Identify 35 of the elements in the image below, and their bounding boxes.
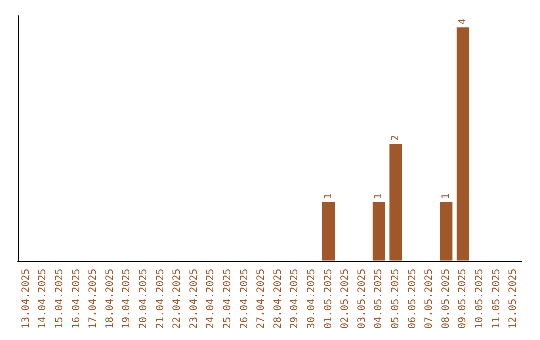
x-tick-label: 05.05.2025 (390, 268, 402, 330)
x-tick-label: 22.04.2025 (172, 268, 184, 330)
x-tick-label: 07.05.2025 (424, 268, 436, 330)
x-tick-label: 15.04.2025 (54, 268, 66, 330)
x-tick-label: 02.05.2025 (340, 268, 352, 330)
x-tick-label: 12.05.2025 (508, 268, 520, 330)
data-label: 4 (458, 18, 469, 25)
x-tick-label: 10.05.2025 (474, 268, 486, 330)
x-tick-label: 23.04.2025 (188, 268, 200, 330)
data-label: 1 (374, 193, 385, 200)
x-tick-label: 29.04.2025 (290, 268, 301, 330)
data-label: 1 (323, 193, 334, 200)
x-tick-label: 21.04.2025 (155, 268, 166, 330)
x-tick-label: 20.04.2025 (138, 268, 150, 330)
x-tick-label: 01.05.2025 (323, 268, 334, 330)
x-tick-label: 14.04.2025 (38, 268, 49, 330)
data-label: 1 (440, 193, 452, 200)
x-tick-label: 08.05.2025 (440, 268, 452, 330)
x-tick-label: 13.04.2025 (20, 268, 32, 330)
x-tick-label: 25.04.2025 (222, 268, 234, 330)
x-tick-label: 28.04.2025 (272, 268, 284, 330)
x-tick-label: 24.04.2025 (206, 268, 217, 330)
data-label: 2 (390, 135, 402, 142)
x-tick-label: 09.05.2025 (458, 268, 469, 330)
x-tick-label: 11.05.2025 (491, 268, 502, 330)
x-tick-label: 17.04.2025 (88, 268, 100, 330)
x-tick-label: 27.04.2025 (256, 268, 268, 330)
x-tick-label: 06.05.2025 (407, 268, 418, 330)
x-tick-label: 04.05.2025 (374, 268, 385, 330)
x-tick-label: 03.05.2025 (356, 268, 368, 330)
x-tick-label: 30.04.2025 (306, 268, 318, 330)
x-tick-label: 19.04.2025 (122, 268, 133, 330)
x-tick-label: 18.04.2025 (104, 268, 116, 330)
x-tick-label: 16.04.2025 (71, 268, 82, 330)
x-tick-label: 26.04.2025 (239, 268, 250, 330)
